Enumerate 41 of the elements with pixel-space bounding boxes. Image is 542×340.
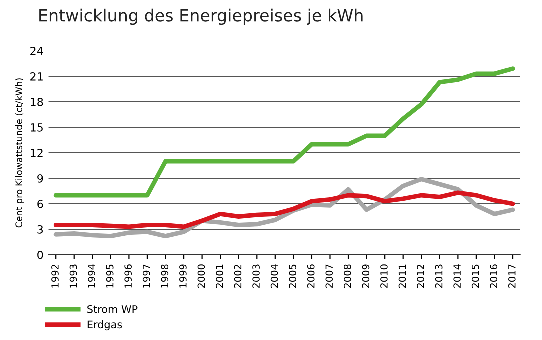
x-tick-label: 1998 <box>161 264 169 288</box>
x-tick-label: 2012 <box>417 265 424 288</box>
x-tick-label: 2008 <box>344 264 352 288</box>
y-tick-label: 6 <box>38 200 44 208</box>
x-tick-label: 1992 <box>52 265 59 288</box>
y-tick-label: 9 <box>38 174 44 183</box>
x-tick-label: 2015 <box>472 264 480 288</box>
x-tick-label: 1993 <box>70 264 78 288</box>
x-tick-label: 1994 <box>88 264 96 288</box>
line-series <box>54 66 516 198</box>
x-tick-label: 2010 <box>380 264 388 288</box>
x-tick-label: 2007 <box>326 264 334 288</box>
y-tick-label: 15 <box>31 124 43 132</box>
x-tick-label: 1999 <box>179 264 187 288</box>
legend-label: Strom WP <box>88 305 138 314</box>
x-tick-label: 2005 <box>289 264 297 288</box>
x-tick-label: 2013 <box>435 264 443 288</box>
chart-title: Entwicklung des Energiepreises je kWh <box>40 8 363 26</box>
y-tick-label: 24 <box>30 46 44 56</box>
y-tick-label: 0 <box>38 250 44 260</box>
x-tick-label: 2000 <box>198 264 206 288</box>
legend-label: Erdgas <box>88 320 122 331</box>
x-tick-label: 2017 <box>508 264 516 288</box>
x-tick-label: 1997 <box>142 264 150 288</box>
x-tick-label: 2001 <box>216 264 224 288</box>
x-tick-label: 2016 <box>490 264 498 288</box>
y-tick-label: 18 <box>31 98 44 106</box>
x-tick-label: 2014 <box>454 264 461 288</box>
x-tick-label: 1995 <box>106 264 114 288</box>
y-tick-label: 3 <box>38 225 44 234</box>
x-tick-label: 2009 <box>362 264 370 288</box>
line-series <box>54 190 516 230</box>
x-tick-label: 2011 <box>398 264 406 288</box>
x-tick-label: 2004 <box>270 264 278 288</box>
x-tick-label: 2003 <box>252 264 260 288</box>
y-tick-label: 21 <box>30 72 43 81</box>
x-tick-label: 2002 <box>234 265 242 288</box>
y-tick-label: 12 <box>31 148 43 158</box>
x-tick-label: 2006 <box>307 264 315 288</box>
x-tick-label: 1996 <box>124 264 132 288</box>
y-axis-title: Cent pro Kilowattstunde (ct/kWh) <box>15 78 24 228</box>
